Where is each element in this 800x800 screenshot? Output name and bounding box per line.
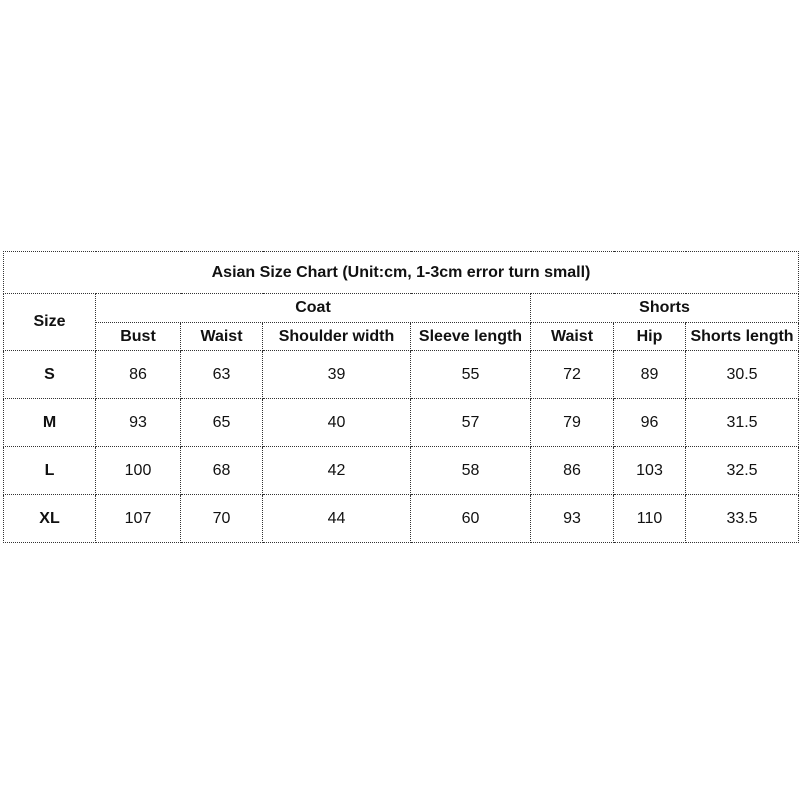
table-title: Asian Size Chart (Unit:cm, 1-3cm error t… [2, 251, 800, 294]
value-cell: 107 [95, 494, 181, 543]
column-header: Hip [613, 322, 686, 351]
value-cell: 103 [613, 446, 686, 495]
size-chart-table: Asian Size Chart (Unit:cm, 1-3cm error t… [2, 251, 800, 543]
size-cell: XL [3, 494, 96, 543]
column-header: Waist [530, 322, 614, 351]
value-cell: 63 [180, 350, 263, 399]
column-header: Bust [95, 322, 181, 351]
value-cell: 57 [410, 398, 531, 447]
table-row: M 93 65 40 57 79 96 31.5 [3, 398, 800, 447]
value-cell: 40 [262, 398, 411, 447]
value-cell: 31.5 [684, 398, 800, 447]
value-cell: 44 [262, 494, 411, 543]
column-header: Sleeve length [410, 322, 531, 351]
column-header: Shorts length [684, 322, 800, 351]
value-cell: 65 [180, 398, 263, 447]
table-row: L 100 68 42 58 86 103 32.5 [3, 446, 800, 495]
value-cell: 58 [410, 446, 531, 495]
value-cell: 30.5 [684, 350, 800, 399]
value-cell: 32.5 [684, 446, 800, 495]
shorts-group-header: Shorts [529, 293, 800, 323]
table-row: XL 107 70 44 60 93 110 33.5 [3, 494, 800, 543]
value-cell: 33.5 [684, 494, 800, 543]
value-cell: 39 [262, 350, 411, 399]
value-cell: 42 [262, 446, 411, 495]
value-cell: 93 [95, 398, 181, 447]
value-cell: 60 [410, 494, 531, 543]
value-cell: 72 [530, 350, 614, 399]
value-cell: 93 [530, 494, 614, 543]
coat-group-header: Coat [95, 293, 531, 323]
value-cell: 79 [530, 398, 614, 447]
value-cell: 96 [613, 398, 686, 447]
value-cell: 55 [410, 350, 531, 399]
column-header: Waist [180, 322, 263, 351]
value-cell: 89 [613, 350, 686, 399]
value-cell: 86 [530, 446, 614, 495]
column-header: Shoulder width [262, 322, 411, 351]
size-cell: L [3, 446, 96, 495]
size-cell: S [3, 350, 96, 399]
size-cell: M [3, 398, 96, 447]
value-cell: 68 [180, 446, 263, 495]
value-cell: 100 [95, 446, 181, 495]
size-header: Size [3, 293, 96, 351]
table-row: S 86 63 39 55 72 89 30.5 [3, 350, 800, 399]
value-cell: 110 [613, 494, 686, 543]
value-cell: 86 [95, 350, 181, 399]
value-cell: 70 [180, 494, 263, 543]
